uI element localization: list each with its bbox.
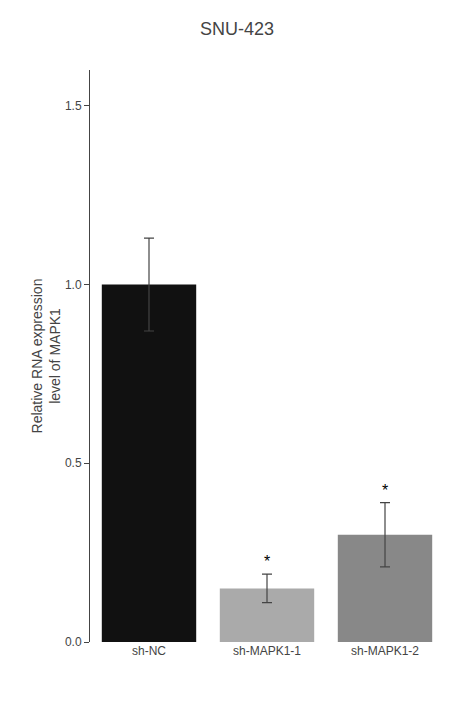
svg-text:*: * [264,553,270,570]
svg-text:*: * [382,482,388,499]
svg-text:0.0: 0.0 [65,635,82,649]
svg-text:sh-MAPK1-2: sh-MAPK1-2 [351,644,419,658]
svg-text:SNU-423: SNU-423 [200,19,274,39]
svg-text:sh-NC: sh-NC [132,644,166,658]
svg-text:1.0: 1.0 [65,278,82,292]
svg-text:sh-MAPK1-1: sh-MAPK1-1 [233,644,301,658]
svg-text:1.5: 1.5 [65,99,82,113]
svg-text:0.5: 0.5 [65,456,82,470]
svg-text:Relative RNA expressionlevel o: Relative RNA expressionlevel of MAPK1 [29,279,63,434]
